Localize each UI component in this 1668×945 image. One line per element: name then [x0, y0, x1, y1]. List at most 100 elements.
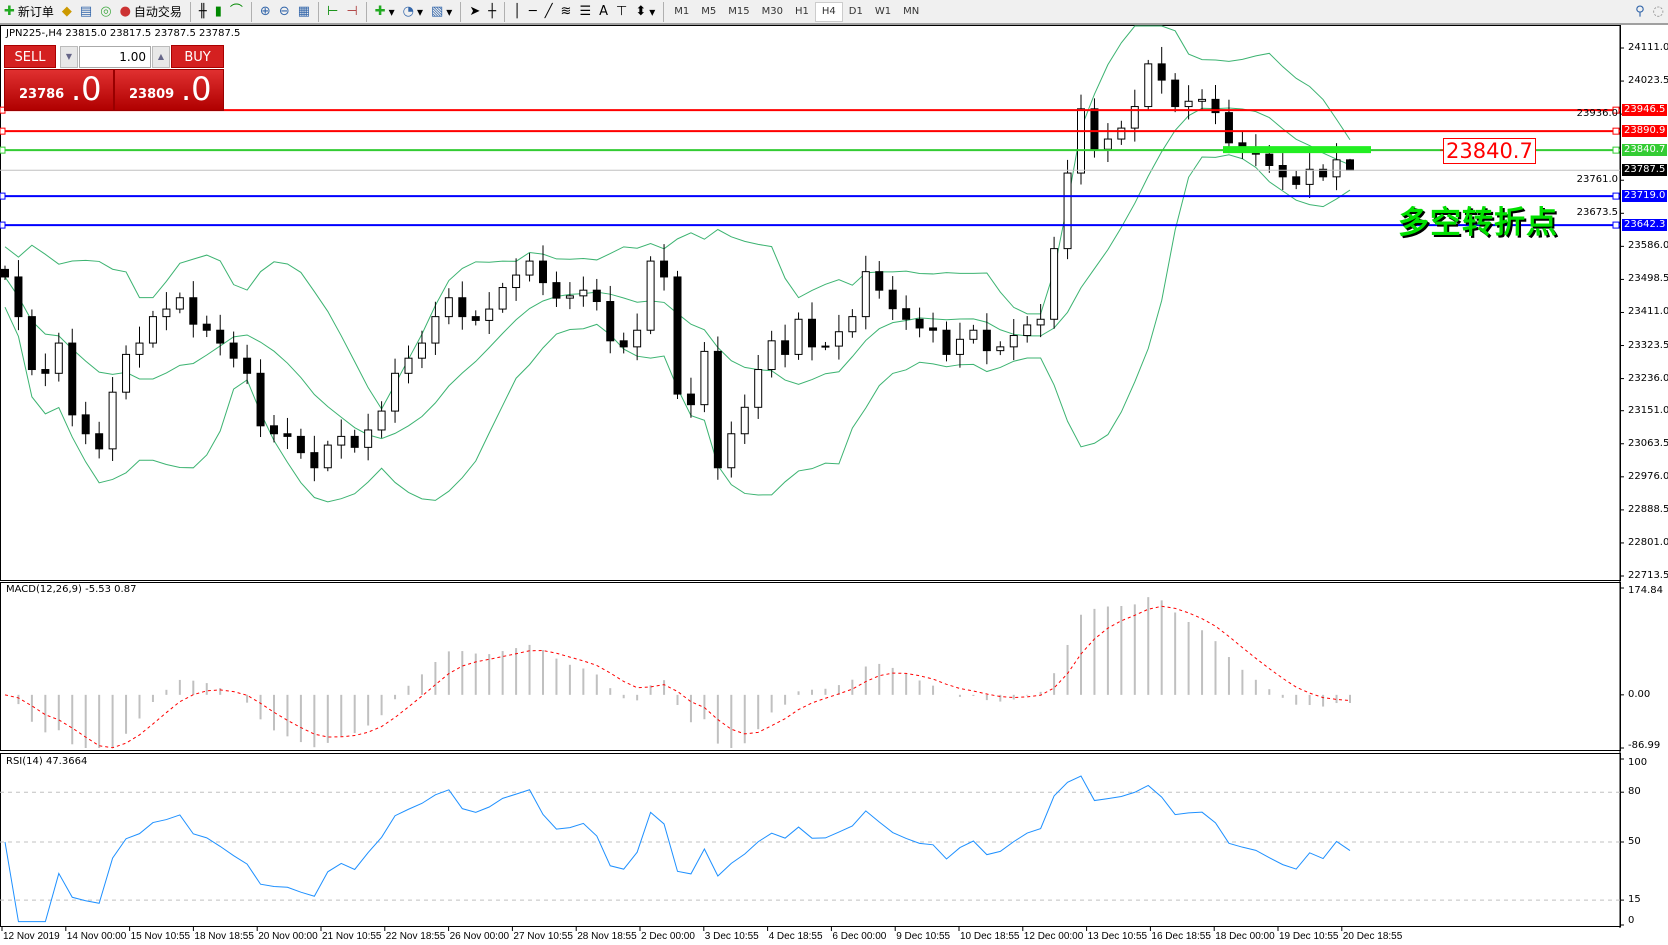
cursor-button[interactable]: ➤ [465, 1, 484, 23]
horizontal-line-button[interactable]: ─ [525, 1, 541, 23]
price-tick-label: 23151.0 [1628, 404, 1668, 416]
bearish-candle [270, 425, 278, 435]
price-tick-label: 22888.5 [1628, 503, 1668, 515]
price-tick-label: 23761.0 [1576, 174, 1618, 186]
search-button[interactable]: ⚲ [1631, 1, 1649, 23]
bullish-candle [1103, 138, 1112, 150]
candlestick-icon: ▮ [214, 4, 222, 19]
bullish-candle [417, 342, 426, 359]
bullish-candle [754, 369, 763, 408]
bullish-candle [54, 342, 63, 374]
time-tick-label: 2 Dec 00:00 [641, 931, 695, 942]
lot-decrease-button[interactable]: ▼ [60, 46, 78, 68]
timeframe-mn[interactable]: MN [903, 6, 920, 17]
fibo-fan-icon: ☰ [579, 4, 592, 19]
bullish-candle [175, 297, 184, 310]
horizontal-line-icon: ─ [528, 4, 537, 19]
market-watch-button[interactable]: ◆ [58, 1, 76, 23]
line-chart-button[interactable]: ⌒ [226, 1, 247, 23]
time-tick-label: 20 Nov 00:00 [258, 931, 318, 942]
navigator-button[interactable]: ▤ [76, 1, 96, 23]
tile-windows-button[interactable]: ▦ [294, 1, 314, 23]
level-price-tag: 23840.7 [1622, 144, 1668, 157]
bid-price-tag: 23787.5 [1622, 164, 1668, 177]
bullish-candle [633, 329, 642, 348]
timeframe-w1[interactable]: W1 [874, 6, 892, 17]
chart-shift-button[interactable]: ⊣ [342, 1, 361, 23]
new-order-icon: ✚ [4, 4, 15, 19]
bollinger-upper-band [4, 25, 1351, 410]
candlestick-button[interactable]: ▮ [211, 1, 226, 23]
bullish-candle [848, 316, 857, 333]
time-tick-label: 22 Nov 18:55 [385, 931, 446, 942]
buy-price-button[interactable]: 23809.0 [114, 69, 224, 111]
timeframe-h4[interactable]: H4 [814, 1, 843, 22]
timeframe-h1[interactable]: H1 [795, 6, 809, 17]
new-order-button[interactable]: ✚ 新订单 [4, 4, 54, 19]
bullish-candle [767, 340, 776, 371]
sell-price-button[interactable]: 23786.0 [4, 69, 114, 111]
zoom-in-icon: ⊕ [259, 4, 271, 19]
bearish-candle [1224, 112, 1233, 144]
buy-button[interactable]: BUY [171, 45, 224, 68]
templates-icon: ▧ [431, 4, 444, 19]
bullish-candle [444, 297, 453, 318]
periods-button[interactable]: ◔ ▾ [402, 4, 423, 19]
vertical-line-button[interactable]: │ [509, 1, 525, 23]
sell-button[interactable]: SELL [4, 45, 56, 68]
bearish-candle [673, 276, 682, 395]
bullish-candle [135, 342, 144, 355]
zoom-in-button[interactable]: ⊕ [256, 1, 275, 23]
timeframe-m1[interactable]: M1 [674, 6, 690, 17]
macd-panel[interactable] [0, 582, 1621, 751]
bullish-candle [162, 308, 171, 318]
arrows-button[interactable]: ⬍ ▾ [635, 4, 656, 19]
time-tick-label: 6 Dec 00:00 [832, 931, 887, 942]
rsi-panel[interactable] [0, 753, 1621, 927]
divider [460, 1, 462, 22]
chat-button[interactable]: ◌ [1649, 1, 1668, 23]
search-icon: ⚲ [1635, 4, 1645, 19]
rsi-tick-label: 50 [1628, 836, 1641, 847]
bearish-candle [875, 271, 884, 291]
bullish-candle [861, 271, 870, 318]
zoom-out-button[interactable]: ⊖ [275, 1, 294, 23]
bearish-candle [1157, 63, 1166, 81]
level-price-tag: 23946.5 [1622, 104, 1668, 117]
timeframe-m30[interactable]: M30 [761, 6, 783, 17]
bar-chart-button[interactable]: ╫ [195, 1, 211, 23]
auto-scroll-button[interactable]: ⊢ [323, 1, 342, 23]
level-handle [1612, 146, 1620, 154]
bearish-candle [189, 297, 198, 325]
timeframe-m5[interactable]: M5 [701, 6, 717, 17]
signals-button[interactable]: ◎ [96, 1, 115, 23]
level-handle [0, 146, 6, 154]
time-tick-label: 28 Nov 18:55 [577, 931, 637, 942]
price-chart-panel[interactable] [0, 25, 1621, 581]
lot-increase-button[interactable]: ▲ [152, 46, 170, 68]
bearish-candle [296, 435, 305, 454]
fibonacci-button[interactable]: ≋ [557, 1, 576, 23]
time-tick-label: 14 Nov 00:00 [66, 931, 127, 942]
bullish-candle [821, 345, 830, 348]
templates-button[interactable]: ▧ ▾ [431, 4, 453, 19]
indicators-button[interactable]: ✚ ▾ [374, 4, 395, 19]
bearish-candle [350, 435, 359, 448]
toolbar: ✚ 新订单 ◆ ▤ ◎ ● 自动交易 ╫ ▮ ⌒ ⊕ ⊖ ▦ ⊢ ⊣ ✚ ▾ ◔ ▾ ▧… [0, 0, 1668, 25]
bearish-candle [1278, 165, 1287, 178]
bearish-candle [686, 393, 695, 406]
timeframe-d1[interactable]: D1 [848, 6, 863, 17]
lot-size-input[interactable]: 1.00 [79, 46, 151, 68]
auto-trading-button[interactable]: ● 自动交易 [119, 4, 182, 19]
timeframe-m15[interactable]: M15 [728, 6, 750, 17]
trendline-button[interactable]: ╱ [541, 1, 557, 23]
bearish-candle [27, 316, 36, 371]
bullish-candle [525, 260, 534, 276]
bullish-candle [323, 444, 332, 469]
text-button[interactable]: A [595, 1, 612, 23]
text-label-button[interactable]: ⊤ [612, 1, 631, 23]
annotation-text: 多空转折点 [1398, 205, 1558, 241]
fibo-fan-button[interactable]: ☰ [575, 1, 595, 23]
bullish-candle [700, 350, 709, 406]
crosshair-button[interactable]: ┼ [484, 1, 500, 23]
